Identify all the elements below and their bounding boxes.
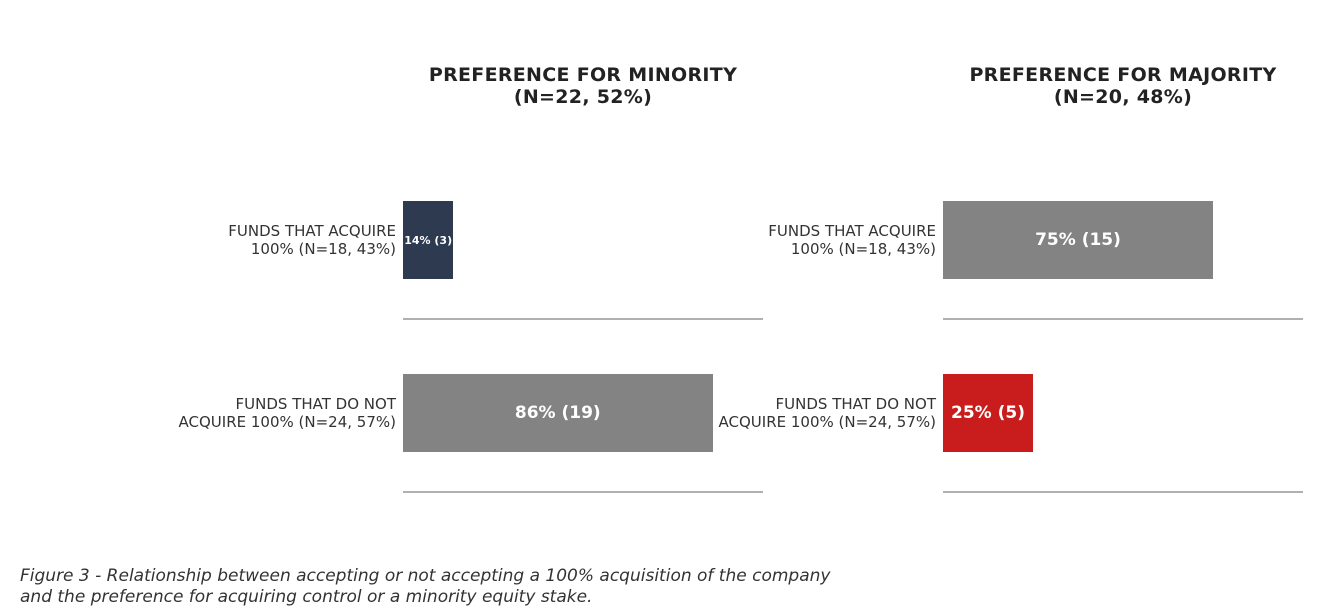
bar: 75% (15) bbox=[943, 201, 1213, 279]
chart-title-line: PREFERENCE FOR MAJORITY bbox=[969, 64, 1277, 86]
category-label-line: FUNDS THAT ACQUIRE bbox=[228, 222, 396, 240]
chart-title: PREFERENCE FOR MAJORITY (N=20, 48%) bbox=[903, 64, 1343, 108]
bar-value-label: 86% (19) bbox=[514, 403, 601, 423]
majority-preference-chart: PREFERENCE FOR MAJORITY (N=20, 48%) FUNDS … bbox=[719, 0, 1344, 540]
chart-title-line: (N=22, 52%) bbox=[513, 86, 653, 108]
bar-value-label: 75% (15) bbox=[1035, 230, 1121, 250]
figure-caption: Figure 3 - Relationship between acceptin… bbox=[20, 566, 830, 608]
category-label-line: ACQUIRE 100% (N=24, 57%) bbox=[718, 413, 936, 431]
category-label-line: 100% (N=18, 43%) bbox=[250, 240, 396, 258]
category-label: FUNDS THAT DO NOT ACQUIRE 100% (N=24, 57%… bbox=[179, 395, 396, 431]
chart-title-line: PREFERENCE FOR MINORITY bbox=[428, 64, 738, 86]
category-label-line: FUNDS THAT DO NOT bbox=[775, 395, 936, 413]
caption-line-1: Figure 3 - Relationship between acceptin… bbox=[20, 566, 831, 586]
chart-title-line: (N=20, 48%) bbox=[1053, 86, 1193, 108]
caption-line-2: and the preference for acquiring control… bbox=[20, 587, 593, 607]
row-separator bbox=[943, 491, 1303, 493]
row-separator bbox=[943, 318, 1303, 320]
category-label: FUNDS THAT DO NOT ACQUIRE 100% (N=24, 57%… bbox=[719, 395, 936, 431]
bar: 14% (3) bbox=[403, 201, 454, 279]
category-label-line: ACQUIRE 100% (N=24, 57%) bbox=[178, 413, 396, 431]
category-label-line: FUNDS THAT ACQUIRE bbox=[768, 222, 936, 240]
bar: 25% (5) bbox=[943, 374, 1033, 452]
category-label-line: 100% (N=18, 43%) bbox=[790, 240, 936, 258]
bar: 86% (19) bbox=[403, 374, 713, 452]
category-label: FUNDS THAT ACQUIRE 100% (N=18, 43%) bbox=[228, 222, 396, 258]
category-label-line: FUNDS THAT DO NOT bbox=[235, 395, 396, 413]
bar-value-label: 25% (5) bbox=[951, 403, 1025, 423]
row-separator bbox=[403, 491, 763, 493]
bar-value-label: 14% (3) bbox=[404, 233, 453, 247]
minority-preference-chart: PREFERENCE FOR MINORITY (N=22, 52%) FUNDS … bbox=[179, 64, 763, 493]
category-label: FUNDS THAT ACQUIRE 100% (N=18, 43%) bbox=[768, 222, 936, 258]
chart-title: PREFERENCE FOR MINORITY (N=22, 52%) bbox=[363, 64, 803, 108]
row-separator bbox=[403, 318, 763, 320]
